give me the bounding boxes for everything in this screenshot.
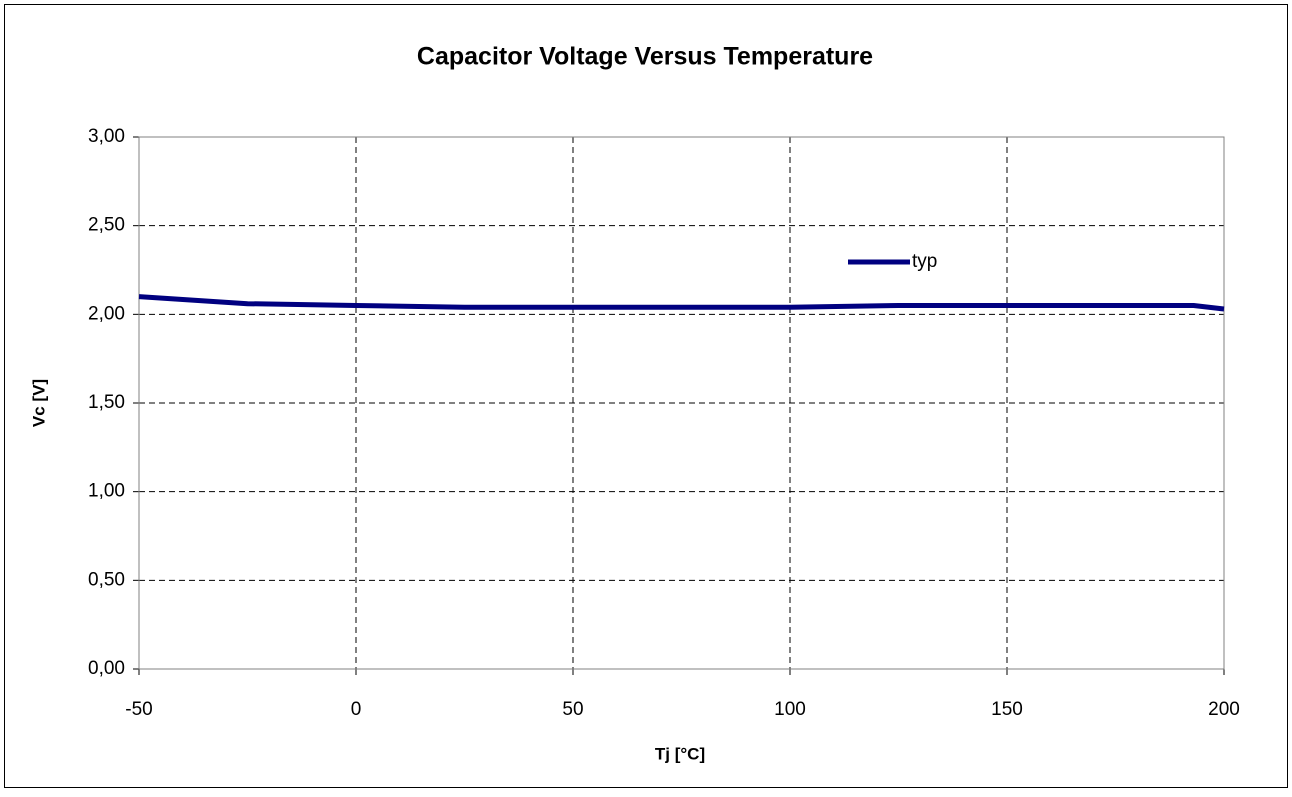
x-tick-label: 200 — [1208, 699, 1240, 720]
y-tick-label: 2,00 — [88, 303, 125, 324]
chart-frame — [4, 4, 1288, 788]
y-tick-label: 0,00 — [88, 658, 125, 679]
y-tick-label: 1,00 — [88, 481, 125, 502]
y-tick-label: 3,00 — [88, 126, 125, 147]
x-axis-label: Tj [°C] — [655, 744, 705, 763]
x-tick-label: -50 — [125, 699, 152, 720]
y-tick-label: 2,50 — [88, 215, 125, 236]
x-tick-label: 100 — [774, 699, 806, 720]
series-line — [138, 294, 1225, 312]
legend-label: typ — [912, 251, 937, 272]
x-tick-label: 150 — [991, 699, 1023, 720]
y-axis-label: Vc [V] — [29, 379, 48, 427]
chart-title: Capacitor Voltage Versus Temperature — [417, 43, 873, 71]
y-tick-label: 0,50 — [88, 569, 125, 590]
y-tick-label: 1,50 — [88, 392, 125, 413]
x-tick-label: 0 — [351, 699, 362, 720]
x-tick-label: 50 — [562, 699, 583, 720]
plot-area — [138, 136, 1225, 670]
